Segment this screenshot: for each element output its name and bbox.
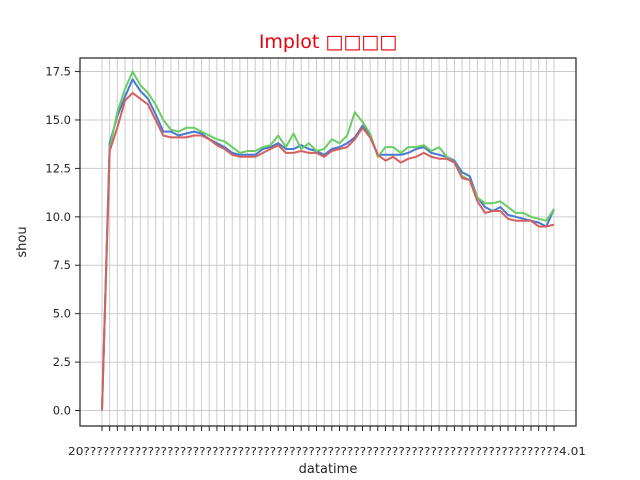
y-tick-label: 10.0 bbox=[45, 210, 71, 224]
series-line-2 bbox=[101, 70, 555, 411]
grid-layer bbox=[80, 58, 576, 426]
y-tick-label: 15.0 bbox=[45, 113, 71, 127]
y-tick-label: 7.5 bbox=[53, 258, 71, 272]
y-tick-label: 0.0 bbox=[53, 404, 71, 418]
x-axis-label: datatime bbox=[299, 462, 358, 477]
y-tick-label: 17.5 bbox=[45, 65, 71, 79]
y-tick-label: 2.5 bbox=[53, 355, 71, 369]
series-line-3 bbox=[101, 91, 555, 411]
chart-title: Implot □□□□ bbox=[259, 31, 397, 53]
y-axis-label: shou bbox=[15, 226, 30, 257]
plot-frame bbox=[79, 57, 577, 427]
series-layer bbox=[101, 70, 555, 411]
y-axis-ticks: 0.0 2.5 5.0 7.5 10.0 12.5 15.0 17.5 bbox=[45, 65, 80, 418]
x-axis-ticks bbox=[101, 426, 555, 431]
y-tick-label: 12.5 bbox=[45, 161, 71, 175]
x-tick-labels-overlap: 20??????????????????????????????????????… bbox=[68, 445, 586, 458]
y-tick-label: 5.0 bbox=[53, 307, 71, 321]
